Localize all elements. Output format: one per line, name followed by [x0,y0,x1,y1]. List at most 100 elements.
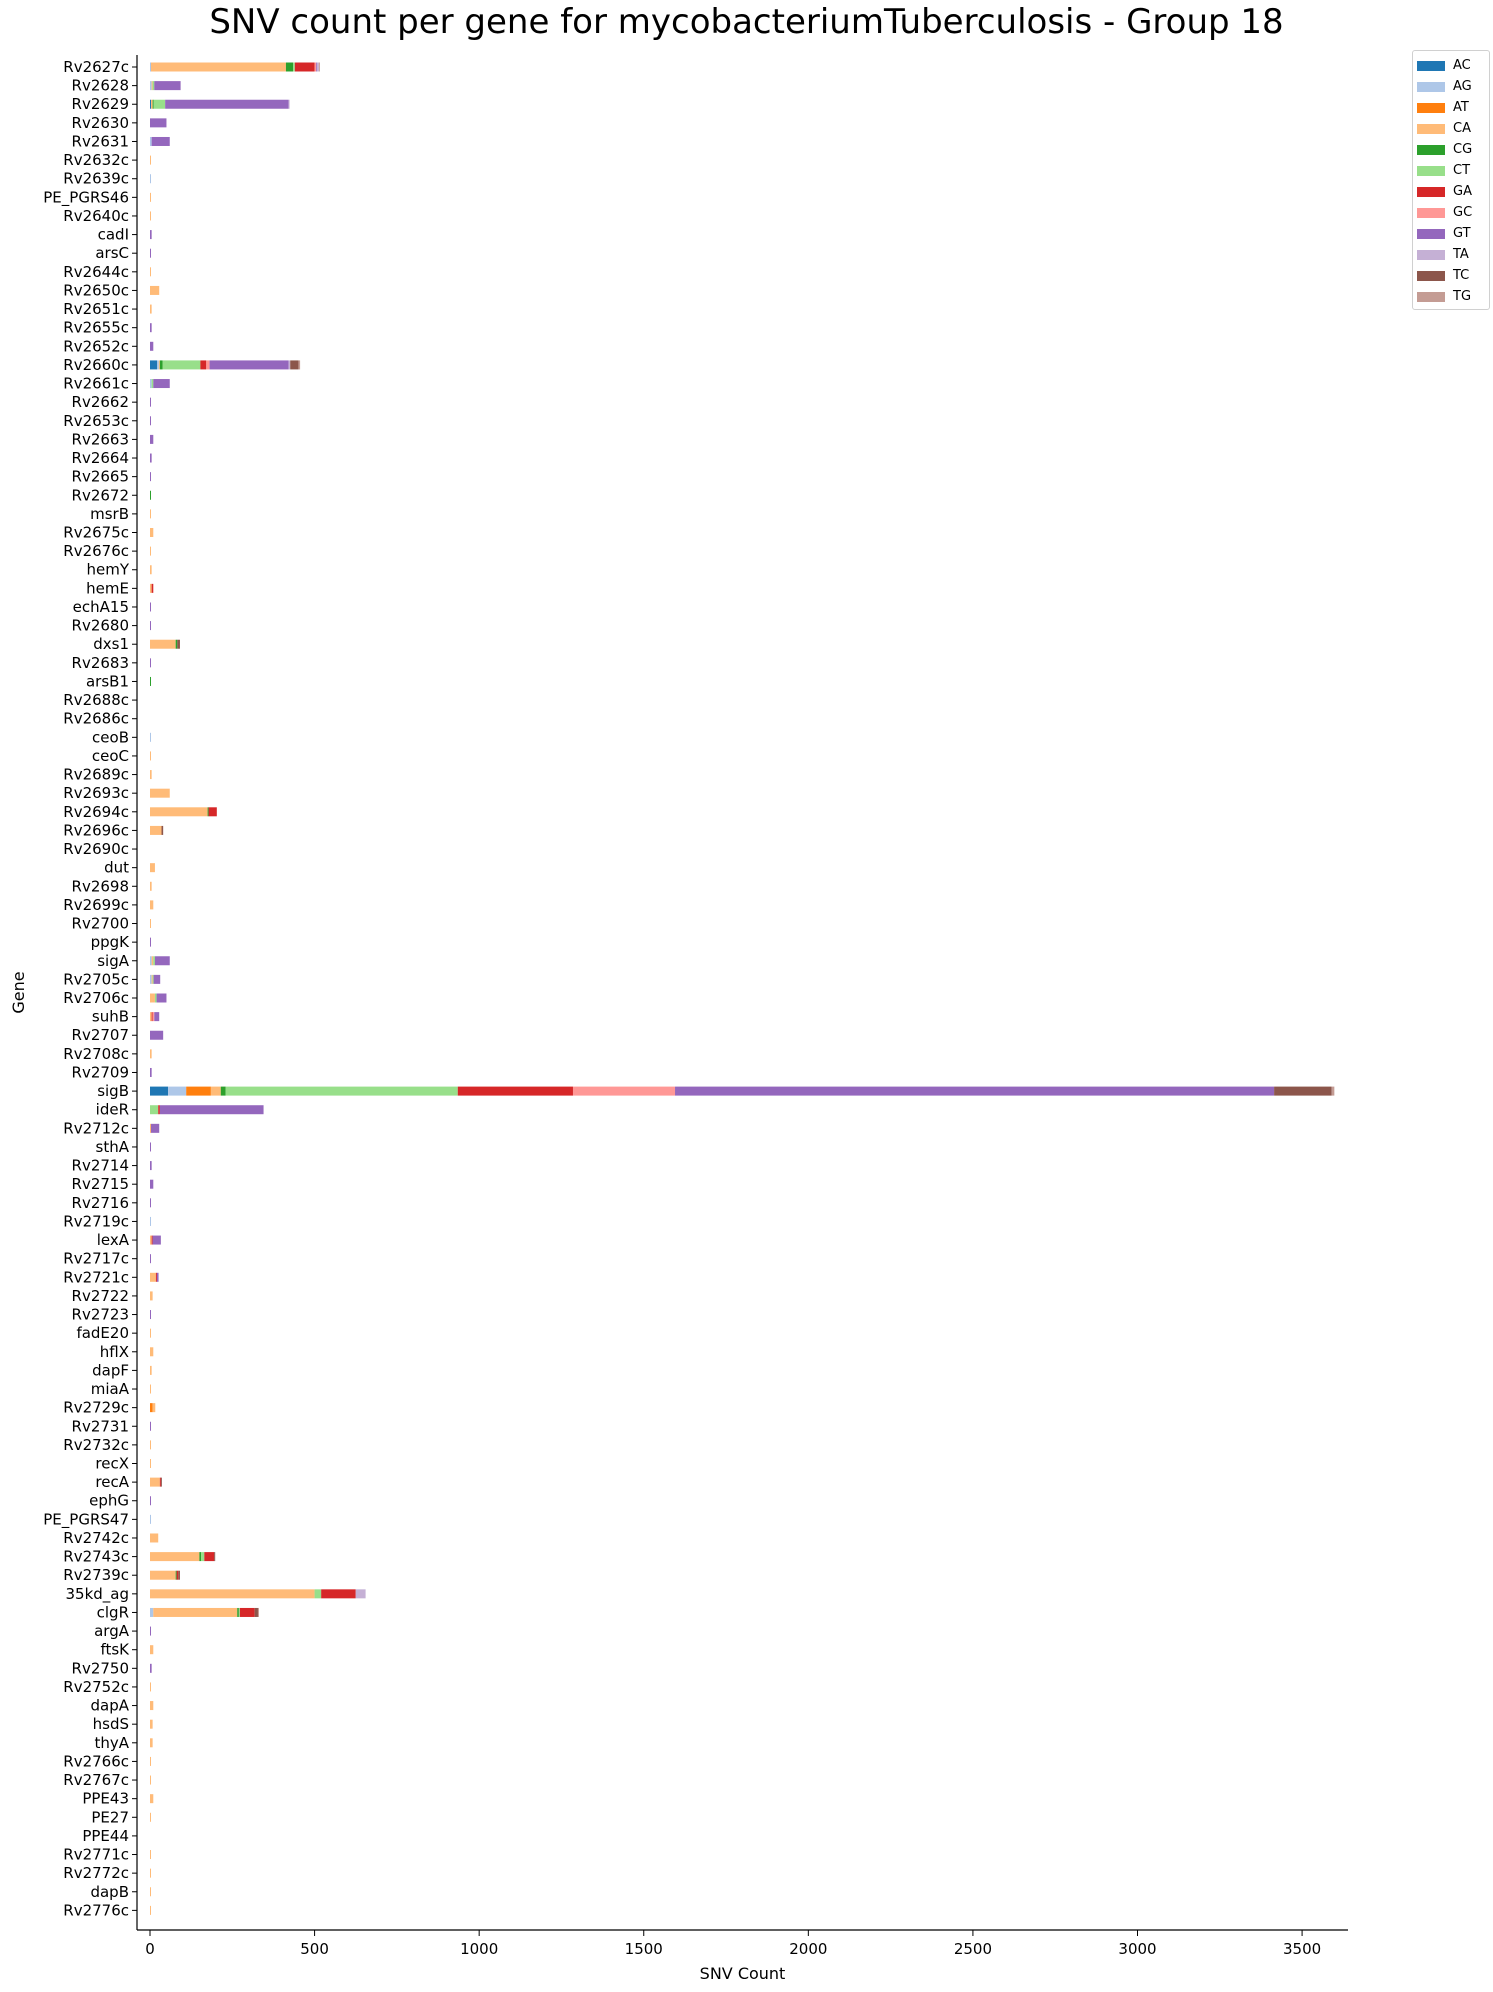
y-tick-label: Rv2742c [63,1529,129,1547]
legend-label: AC [1453,58,1471,73]
bar-segment-GT [150,118,167,128]
bar-segment-CG [207,807,209,817]
bar-segment-GT [150,1067,152,1077]
bar-segment-GT [150,1496,151,1506]
bar-segment-CA [151,956,154,966]
bar-segment-CA [150,1756,151,1766]
y-tick-label: ceoB [92,728,129,746]
bar-segment-CT [162,360,201,370]
bar-segment-GT [150,416,151,426]
bar-segment-GT [209,360,289,370]
y-tick-label: arsC [95,244,129,262]
legend-item-AC: AC [1417,55,1485,76]
legend-item-AT: AT [1417,97,1485,118]
bar-segment-GA [151,1012,153,1022]
bar-segment-CA [150,919,151,929]
y-tick-label: Rv2693c [63,784,129,802]
y-tick-label: dut [104,859,129,877]
bar-segment-GT [159,1105,264,1115]
bar-segment-TA [317,62,319,72]
bar-segment-GT [150,1179,154,1189]
y-tick-label: Rv2689c [63,766,129,784]
legend-swatch [1417,207,1445,218]
bar-segment-CA [150,993,155,1003]
legend-swatch [1417,81,1445,92]
y-tick-label: Rv2709 [72,1063,129,1081]
bar-segment-CA [150,639,176,649]
legend-label: TG [1453,289,1472,304]
bar-segment-CT [238,1607,240,1617]
bar-segment-CA [150,1645,154,1655]
y-tick-label: Rv2699c [63,896,129,914]
bar-segment-CT [154,993,157,1003]
y-tick-label: Rv2627c [63,58,129,76]
legend-item-TG: TG [1417,286,1485,307]
bar-segment-GT [152,1235,161,1245]
bar-segment-GT [150,1142,151,1152]
bar-segment-GT [150,1626,151,1636]
bar-segment-CA [152,1403,156,1413]
bar-segment-GT [150,602,151,612]
x-tick-label: 1500 [625,1940,663,1958]
y-tick-label: Rv2714 [72,1157,129,1175]
y-tick-label: Rv2729c [63,1399,129,1417]
bar-segment-CA [150,1477,160,1487]
bar-segment-GT [151,136,170,146]
bar-segment-GA [200,360,207,370]
bars [150,62,1335,1915]
legend-label: AT [1453,100,1469,115]
bar-segment-CA [150,1701,154,1711]
y-tick-label: dapB [90,1883,129,1901]
legend-label: GT [1453,226,1471,241]
y-tick-label: Rv2700 [72,915,129,933]
bar-segment-CA [150,528,154,537]
y-tick-label: Rv2772c [63,1864,129,1882]
bar-segment-CA [150,1365,152,1375]
y-tick-label: Rv2721c [63,1268,129,1286]
legend-swatch [1417,123,1445,134]
y-tick-label: recA [95,1473,129,1491]
y-tick-label: ephG [89,1492,129,1510]
bar-segment-AG [150,732,151,742]
y-tick-label: hemY [86,561,129,579]
y-axis-label: Gene [9,971,28,1013]
bar-segment-AG [150,1514,151,1524]
legend-item-GC: GC [1417,202,1485,223]
bar-segment-CA [150,1291,153,1301]
x-tick-label: 0 [145,1940,155,1958]
y-tick-label: Rv2655c [63,319,129,337]
bar-segment-GT [150,453,152,463]
y-tick-label: Rv2644c [63,263,129,281]
y-tick-label: fadE20 [76,1324,129,1342]
y-tick-label: msrB [90,505,129,523]
bar-segment-GA [151,583,154,593]
y-tick-label: dxs1 [93,635,129,653]
bar-segment-GT [150,1310,151,1320]
y-tick-label: Rv2676c [63,542,129,560]
bar-segment-TC [161,825,164,835]
y-tick-label: sigA [97,952,130,970]
bar-segment-GT [150,1663,152,1673]
y-tick-label: argA [94,1622,130,1640]
legend-label: TA [1453,247,1469,262]
bar-segment-AG [150,1607,154,1617]
y-tick-label: Rv2708c [63,1045,129,1063]
y-tick-label: Rv2707 [72,1026,129,1044]
legend-label: CT [1453,163,1471,178]
bar-segment-CA [150,788,170,798]
bar-segment-CA [150,1272,156,1282]
y-tick-label: Rv2632c [63,151,129,169]
legend-swatch [1417,249,1445,260]
x-tick-label: 1000 [460,1940,498,1958]
bar-segment-AC [150,360,158,370]
legend-swatch [1417,228,1445,239]
bar-segment-GT [150,937,151,947]
bar-segment-GC [314,62,317,72]
y-tick-label: Rv2665 [72,468,129,486]
x-ticks: 0 500 1000 1500 2000 2500 3000 3500 [145,1930,1321,1958]
chart-title: SNV count per gene for mycobacteriumTube… [209,2,1284,42]
x-tick-label: 3000 [1118,1940,1156,1958]
y-tick-label: clgR [97,1603,129,1621]
bar-segment-CA [158,360,160,370]
y-tick-label: Rv2640c [63,207,129,225]
